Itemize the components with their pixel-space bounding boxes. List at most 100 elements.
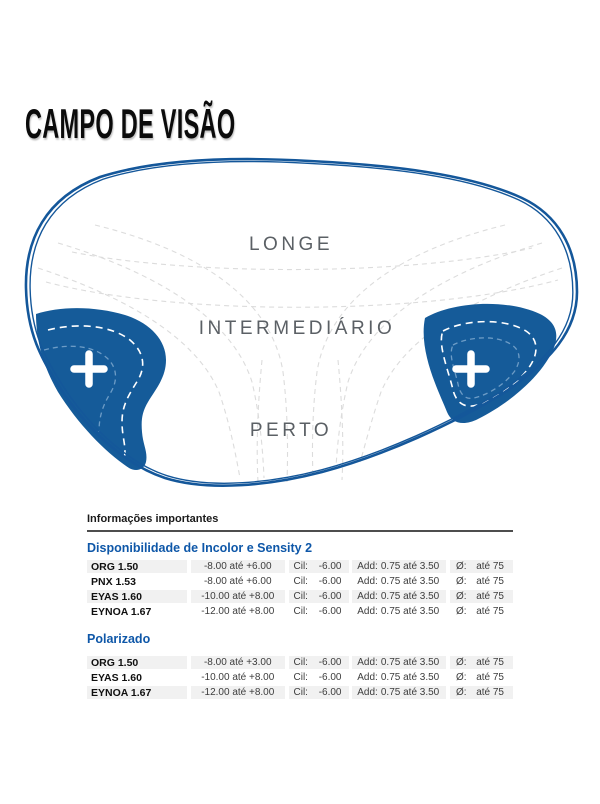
add-value: 0.75 até 3.50	[380, 591, 440, 602]
lens-field-of-view-diagram: LONGE INTERMEDIÁRIO PERTO	[24, 157, 579, 487]
section-title: Disponibilidade de Incolor e Sensity 2	[87, 541, 313, 555]
diameter-cell: Ø: até 75	[450, 560, 513, 573]
diameter-label: Ø:	[456, 606, 467, 617]
add-value: 0.75 até 3.50	[380, 672, 440, 683]
product-name-cell: EYAS 1.60	[87, 671, 187, 684]
table-row: ORG 1.50 -8.00 até +6.00 Cil: -6.00 Add: 0.75…	[87, 560, 513, 573]
cylinder-cell: Cil: -6.00	[288, 656, 349, 669]
cil-label: Cil:	[293, 561, 308, 572]
table-row: EYNOA 1.67 -12.00 até +8.00 Cil: -6.00 Add: 0…	[87, 686, 513, 699]
sphere-range-cell: -8.00 até +6.00	[191, 575, 285, 588]
addition-cell: Add: 0.75 até 3.50	[352, 575, 446, 588]
sphere-range: -8.00 até +6.00	[203, 561, 272, 572]
product-name-cell: EYAS 1.60	[87, 590, 187, 603]
diameter-value: até 75	[476, 576, 504, 587]
product-name-cell: ORG 1.50	[87, 656, 187, 669]
sphere-range: -12.00 até +8.00	[201, 687, 275, 698]
progression-contours	[37, 224, 563, 483]
cylinder-cell: Cil: -6.00	[289, 671, 349, 684]
cil-value: -6.00	[318, 657, 342, 668]
add-value: 0.75 até 3.50	[380, 606, 440, 617]
diameter-value: até 75	[476, 561, 504, 572]
product-name: ORG 1.50	[91, 656, 139, 669]
table-row: EYAS 1.60 -10.00 até +8.00 Cil: -6.00 Add: 0.…	[87, 671, 513, 684]
lens-background	[25, 159, 577, 486]
sphere-range-cell: -8.00 até +3.00	[190, 656, 285, 669]
add-value: 0.75 até 3.50	[380, 687, 440, 698]
page-title: CAMPO DE VISÃO	[25, 100, 236, 147]
cil-label: Cil:	[293, 657, 308, 668]
add-label: Add:	[357, 672, 378, 683]
cil-label: Cil:	[293, 591, 308, 602]
sphere-range-cell: -12.00 até +8.00	[191, 605, 285, 618]
table-row: ORG 1.50 -8.00 até +3.00 Cil: -6.00 Add: 0.75…	[87, 656, 513, 669]
availability-table: Informações importantes Disponibilidade …	[87, 513, 513, 701]
cil-label: Cil:	[293, 606, 308, 617]
cil-value: -6.00	[318, 672, 342, 683]
product-name-cell: ORG 1.50	[87, 560, 187, 573]
table-row: EYNOA 1.67 -12.00 até +8.00 Cil: -6.00 Add: 0…	[87, 605, 513, 618]
product-name: EYAS 1.60	[91, 590, 142, 603]
diameter-value: até 75	[476, 591, 504, 602]
cylinder-cell: Cil: -6.00	[289, 605, 349, 618]
cil-value: -6.00	[318, 576, 342, 587]
sphere-range: -10.00 até +8.00	[201, 672, 275, 683]
diameter-cell: Ø: até 75	[450, 686, 513, 699]
left-plus-icon	[70, 350, 108, 388]
diameter-value: até 75	[476, 606, 504, 617]
addition-cell: Add: 0.75 até 3.50	[352, 590, 447, 603]
section-incolor-sensity: Disponibilidade de Incolor e Sensity 2 O…	[87, 541, 513, 618]
sphere-range-cell: -10.00 até +8.00	[191, 671, 285, 684]
section-title: Polarizado	[87, 632, 151, 646]
right-reading-zone	[423, 303, 557, 424]
product-name: EYNOA 1.67	[91, 686, 152, 699]
cil-value: -6.00	[318, 591, 342, 602]
zone-label-far: LONGE	[249, 234, 333, 255]
cil-value: -6.00	[318, 687, 342, 698]
diameter-cell: Ø: até 75	[450, 575, 513, 588]
left-zone-inner-contour	[43, 345, 117, 433]
table-row: EYAS 1.60 -10.00 até +8.00 Cil: -6.00 Add: 0.…	[87, 590, 513, 603]
diameter-cell: Ø: até 75	[450, 590, 513, 603]
diameter-label: Ø:	[456, 672, 467, 683]
product-name-cell: EYNOA 1.67	[87, 686, 187, 699]
cil-label: Cil:	[293, 687, 308, 698]
add-value: 0.75 até 3.50	[380, 657, 440, 668]
product-name: ORG 1.50	[91, 560, 139, 573]
diameter-label: Ø:	[456, 576, 467, 587]
section-rows: ORG 1.50 -8.00 até +3.00 Cil: -6.00 Add: 0.75…	[87, 656, 513, 699]
table-row: PNX 1.53 -8.00 até +6.00 Cil: -6.00 Add: 0.75…	[87, 575, 513, 588]
lens-rim-outer	[24, 157, 579, 487]
cil-label: Cil:	[293, 672, 308, 683]
section-rows: ORG 1.50 -8.00 até +6.00 Cil: -6.00 Add: 0.75…	[87, 560, 513, 618]
product-name: EYNOA 1.67	[91, 605, 152, 618]
cylinder-cell: Cil: -6.00	[289, 575, 349, 588]
sphere-range-cell: -10.00 até +8.00	[190, 590, 285, 603]
add-label: Add:	[357, 576, 378, 587]
section-polarizado: Polarizado ORG 1.50 -8.00 até +3.00 Cil: -6…	[87, 632, 513, 699]
zone-label-intermediate: INTERMEDIÁRIO	[199, 318, 395, 339]
product-name-cell: EYNOA 1.67	[87, 605, 187, 618]
addition-cell: Add: 0.75 até 3.50	[352, 686, 447, 699]
addition-cell: Add: 0.75 até 3.50	[352, 560, 447, 573]
diameter-label: Ø:	[456, 591, 467, 602]
cylinder-cell: Cil: -6.00	[288, 590, 349, 603]
cil-value: -6.00	[318, 606, 342, 617]
cil-label: Cil:	[293, 576, 308, 587]
add-label: Add:	[357, 591, 378, 602]
addition-cell: Add: 0.75 até 3.50	[352, 671, 446, 684]
lens-rim-inner	[29, 160, 574, 484]
product-name: PNX 1.53	[91, 575, 136, 588]
cylinder-cell: Cil: -6.00	[288, 686, 349, 699]
right-plus-icon	[452, 350, 490, 388]
diameter-label: Ø:	[456, 687, 467, 698]
product-name-cell: PNX 1.53	[87, 575, 187, 588]
left-reading-zone	[36, 308, 166, 470]
table-header: Informações importantes	[87, 513, 513, 532]
sphere-range-cell: -12.00 até +8.00	[190, 686, 285, 699]
diameter-label: Ø:	[456, 657, 467, 668]
add-label: Add:	[357, 657, 378, 668]
add-value: 0.75 até 3.50	[380, 576, 440, 587]
cylinder-cell: Cil: -6.00	[288, 560, 349, 573]
add-label: Add:	[357, 561, 378, 572]
